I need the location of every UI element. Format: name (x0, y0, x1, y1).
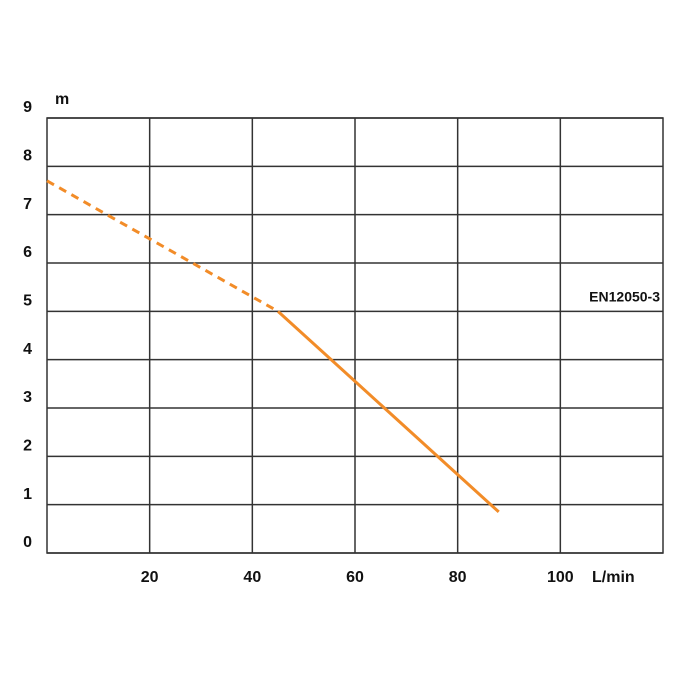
x-tick-label: 20 (141, 569, 159, 586)
y-tick-label: 9 (23, 99, 32, 116)
y-tick-label: 4 (23, 341, 32, 358)
x-tick-label: 60 (346, 569, 364, 586)
curve (276, 310, 500, 514)
y-tick-label: 0 (23, 534, 32, 551)
y-tick-label: 6 (23, 244, 32, 261)
x-tick-label: 100 (547, 569, 574, 586)
y-tick-label: 8 (23, 148, 32, 165)
y-tick-label: 5 (23, 293, 32, 310)
x-tick-label: 80 (449, 569, 467, 586)
x-axis-label: L/min (592, 569, 635, 586)
y-tick-label: 1 (23, 486, 32, 503)
y-tick-label: 2 (23, 438, 32, 455)
y-axis-label: m (55, 91, 69, 108)
x-tick-label: 40 (243, 569, 261, 586)
annotation: EN12050-3 (589, 289, 660, 305)
curve (46, 179, 279, 313)
y-tick-label: 7 (23, 196, 32, 213)
y-tick-label: 3 (23, 389, 32, 406)
